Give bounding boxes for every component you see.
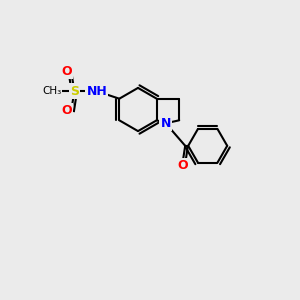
- Text: O: O: [61, 104, 72, 117]
- Text: CH₃: CH₃: [42, 86, 62, 96]
- Text: NH: NH: [86, 85, 107, 98]
- Text: O: O: [61, 65, 72, 78]
- Text: N: N: [160, 117, 171, 130]
- Text: O: O: [177, 159, 188, 172]
- Text: S: S: [70, 85, 79, 98]
